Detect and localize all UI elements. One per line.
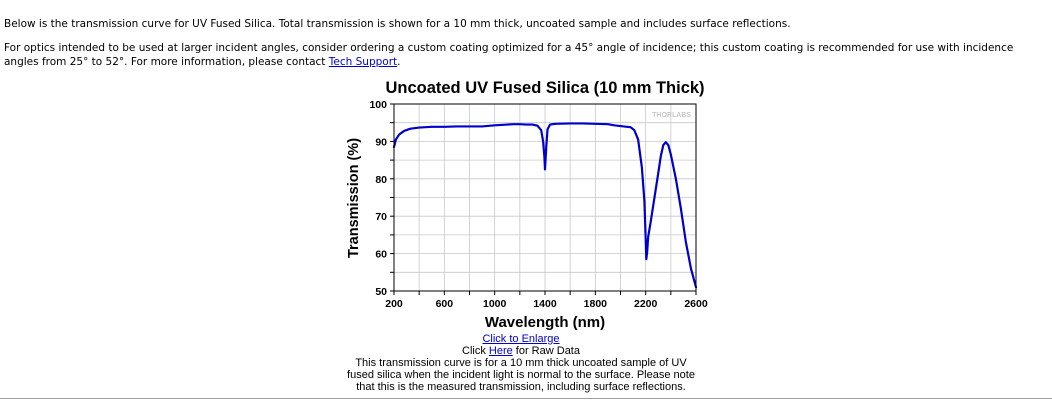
chart-title: Uncoated UV Fused Silica (10 mm Thick) xyxy=(385,79,705,97)
x-tick-label: 2200 xyxy=(634,298,658,310)
angle-note-end: . xyxy=(397,56,401,68)
raw-data-row: Click Here for Raw Data xyxy=(340,345,702,357)
x-tick-label: 600 xyxy=(436,298,454,310)
x-axis-label: Wavelength (nm) xyxy=(485,314,605,331)
transmission-line xyxy=(392,122,698,289)
chart-caption-line-3: that this is the measured transmission, … xyxy=(356,381,686,393)
x-tick-label: 1400 xyxy=(533,298,557,310)
raw-data-link[interactable]: Here xyxy=(488,345,513,357)
tech-support-link[interactable]: Tech Support xyxy=(328,56,398,68)
chart-caption-line-1: This transmission curve is for a 10 mm t… xyxy=(355,357,687,369)
enlarge-row: Click to Enlarge xyxy=(340,333,702,345)
chart-caption-line-2: fused silica when the incident light is … xyxy=(347,369,695,381)
x-tick-label: 1000 xyxy=(483,298,507,310)
bottom-divider xyxy=(0,398,1052,399)
enlarge-link[interactable]: Click to Enlarge xyxy=(482,333,560,345)
x-tick-label: 200 xyxy=(385,298,403,310)
x-tick-label: 2600 xyxy=(684,298,708,310)
y-tick-label: 100 xyxy=(369,99,387,111)
plot-frame xyxy=(393,103,697,292)
raw-data-prefix: Click xyxy=(462,345,489,357)
y-tick-label: 60 xyxy=(375,249,387,261)
y-axis-label: Transmission (%) xyxy=(346,138,362,258)
angle-note-text: For optics intended to be used at larger… xyxy=(4,42,1014,68)
angle-note-paragraph: For optics intended to be used at larger… xyxy=(4,41,1044,69)
y-tick-label: 90 xyxy=(375,136,387,148)
y-tick-label: 70 xyxy=(375,211,387,223)
y-tick-label: 80 xyxy=(375,174,387,186)
raw-data-suffix: for Raw Data xyxy=(512,345,580,357)
x-tick-label: 1800 xyxy=(584,298,608,310)
intro-text: Below is the transmission curve for UV F… xyxy=(4,18,791,30)
transmission-chart[interactable]: 200 600 1000 1400 1800 2200 26005060708090100 … xyxy=(340,98,720,338)
tick-labels: 200 600 1000 1400 1800 2200 2600 50 60 70 80 90 100 xyxy=(369,99,707,310)
watermark-logo: THORLABS xyxy=(652,112,691,119)
y-tick-label: 50 xyxy=(375,286,387,298)
